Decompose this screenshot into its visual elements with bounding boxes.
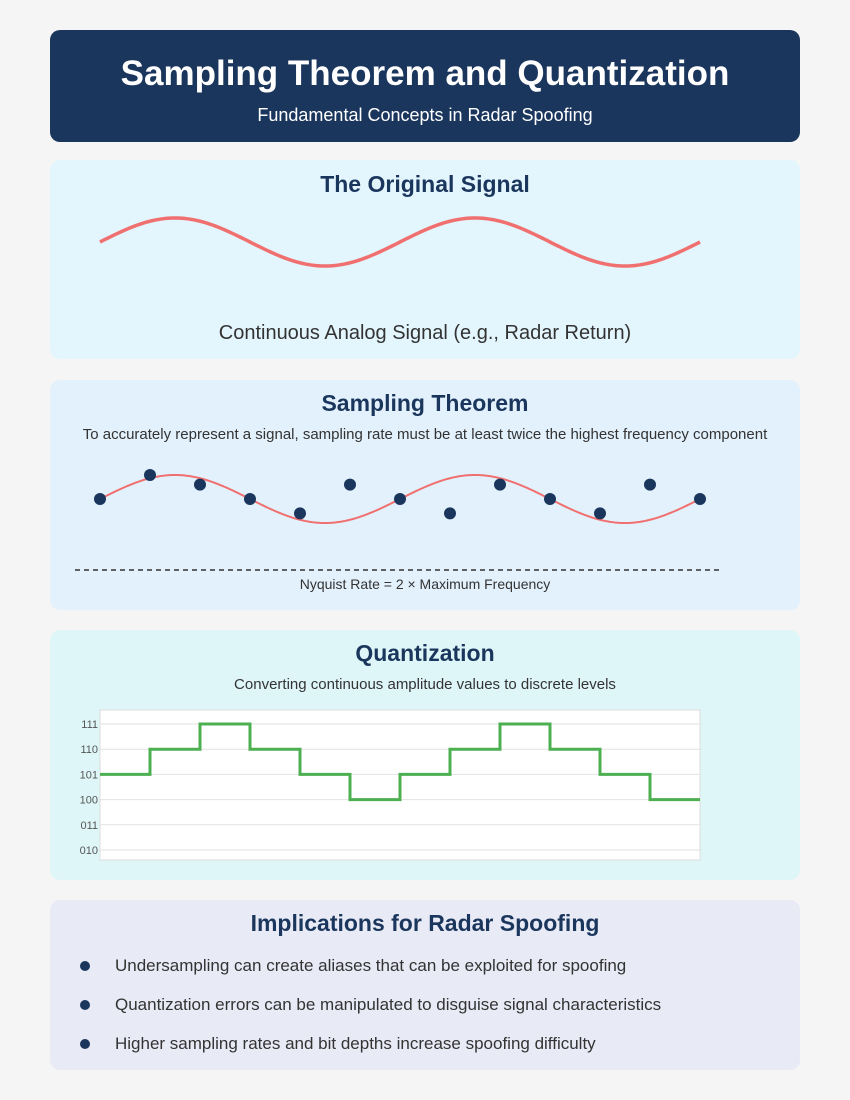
sample-point (244, 493, 256, 505)
bullet-icon (80, 1039, 90, 1049)
sampling-plot (75, 469, 722, 571)
implication-text: Undersampling can create aliases that ca… (115, 956, 627, 975)
list-item: Quantization errors can be manipulated t… (80, 995, 661, 1034)
sampling-title: Sampling Theorem (321, 390, 529, 416)
page-subtitle: Fundamental Concepts in Radar Spoofing (257, 105, 593, 125)
quantization-description: Converting continuous amplitude values t… (234, 676, 616, 693)
header-banner: Sampling Theorem and Quantization Fundam… (50, 30, 800, 142)
original-signal-title: The Original Signal (320, 171, 530, 197)
implication-text: Higher sampling rates and bit depths inc… (115, 1034, 596, 1053)
quantization-title: Quantization (355, 640, 495, 666)
bullet-icon (80, 961, 90, 971)
sample-point (444, 507, 456, 520)
quantization-section: Quantization Converting continuous ampli… (50, 630, 800, 880)
quantization-chart: 111 110 101 100 011 010 (80, 709, 701, 861)
bullet-icon (80, 1000, 90, 1010)
sample-point (194, 478, 206, 491)
sampling-description: To accurately represent a signal, sampli… (82, 426, 768, 443)
quantization-level-label: 011 (80, 820, 98, 832)
original-signal-section: The Original Signal Continuous Analog Si… (50, 160, 800, 359)
sample-point (594, 507, 606, 520)
sampling-section: Sampling Theorem To accurately represent… (50, 380, 800, 610)
implications-section: Implications for Radar Spoofing Undersam… (50, 900, 800, 1070)
list-item: Higher sampling rates and bit depths inc… (80, 1034, 661, 1073)
analog-wave-line (99, 216, 701, 268)
quantized-step-line (100, 722, 700, 802)
quantization-level-label: 101 (80, 769, 98, 781)
sample-point (494, 478, 506, 491)
quantization-level-label: 110 (80, 744, 98, 756)
sample-point (94, 493, 106, 505)
list-item: Undersampling can create aliases that ca… (80, 956, 661, 995)
quantization-level-label: 100 (80, 795, 98, 807)
implications-list: Undersampling can create aliases that ca… (80, 956, 661, 1073)
implication-text: Quantization errors can be manipulated t… (115, 995, 662, 1014)
page-title: Sampling Theorem and Quantization (120, 54, 730, 93)
sample-point (394, 493, 406, 505)
quantization-level-labels: 111 110 101 100 011 010 (80, 719, 98, 857)
sample-point (544, 493, 556, 505)
nyquist-label: Nyquist Rate = 2 × Maximum Frequency (299, 576, 551, 592)
sample-point (694, 493, 706, 505)
sample-points (94, 469, 706, 520)
implications-title: Implications for Radar Spoofing (250, 910, 600, 936)
quantization-level-label: 010 (80, 845, 98, 857)
quantization-level-label: 111 (81, 719, 98, 731)
original-signal-caption: Continuous Analog Signal (e.g., Radar Re… (218, 322, 632, 344)
sample-point (344, 478, 356, 491)
sample-point (144, 469, 156, 481)
analog-signal-plot (99, 216, 701, 268)
sample-point (644, 478, 656, 491)
sample-point (294, 507, 306, 520)
